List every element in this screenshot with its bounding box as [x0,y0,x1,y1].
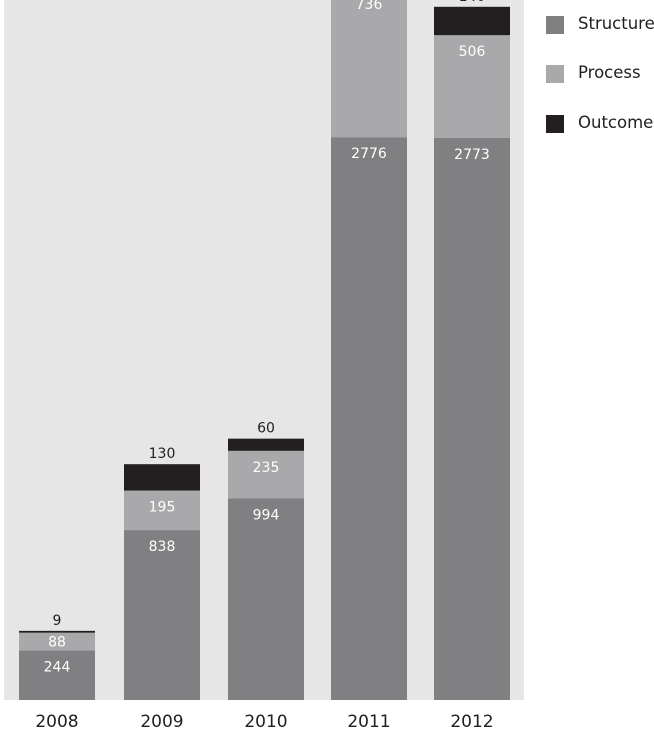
bars-layer [19,0,510,701]
legend-swatch-structure [546,16,564,34]
bar-structure-2010 [228,498,304,700]
x-tick-label-2009: 2009 [140,712,183,732]
data-label-outcome-2010: 60 [257,421,275,437]
legend-label-structure: Structure [578,14,654,33]
bar-structure-2008 [19,650,95,700]
data-label-outcome-2012: 140 [459,0,486,5]
x-tick-label-2011: 2011 [347,712,390,732]
bar-process-2011 [331,0,407,138]
legend-label-outcome: Outcome [578,113,654,132]
bar-process-2009 [124,490,200,531]
data-label-process-2012: 506 [459,44,486,60]
x-axis-tick-labels: 2008 2009 2010 2011 2012 [35,712,493,732]
data-label-outcome-2009: 130 [149,446,176,462]
x-tick-label-2010: 2010 [244,712,287,732]
legend-swatch-process [546,65,564,83]
bar-process-2008 [19,632,95,651]
bar-process-2010 [228,450,304,499]
legend-label-process: Process [578,63,641,82]
bar-outcome-2008 [19,630,95,633]
data-label-structure-2011: 2776 [351,146,387,162]
x-tick-label-2008: 2008 [35,712,78,732]
bar-process-2012 [434,35,510,138]
bar-structure-2011 [331,137,407,700]
data-label-structure-2009: 838 [149,539,176,555]
data-label-process-2009: 195 [149,500,176,516]
data-label-process-2010: 235 [253,460,280,476]
x-tick-label-2012: 2012 [450,712,493,732]
bar-outcome-2012 [434,6,510,36]
data-labels-layer: 2448898381951309942356027767361302773506… [44,0,490,676]
bar-structure-2012 [434,137,510,701]
bar-outcome-2009 [124,464,200,491]
data-label-structure-2008: 244 [44,660,71,676]
data-label-outcome-2008: 9 [53,613,62,629]
data-label-structure-2012: 2773 [454,147,490,163]
bar-structure-2009 [124,530,200,700]
data-label-structure-2010: 994 [253,507,280,523]
data-label-process-2011: 736 [356,0,383,13]
bar-outcome-2010 [228,438,304,451]
legend-swatch-outcome [546,115,564,133]
data-label-process-2008: 88 [48,635,66,651]
